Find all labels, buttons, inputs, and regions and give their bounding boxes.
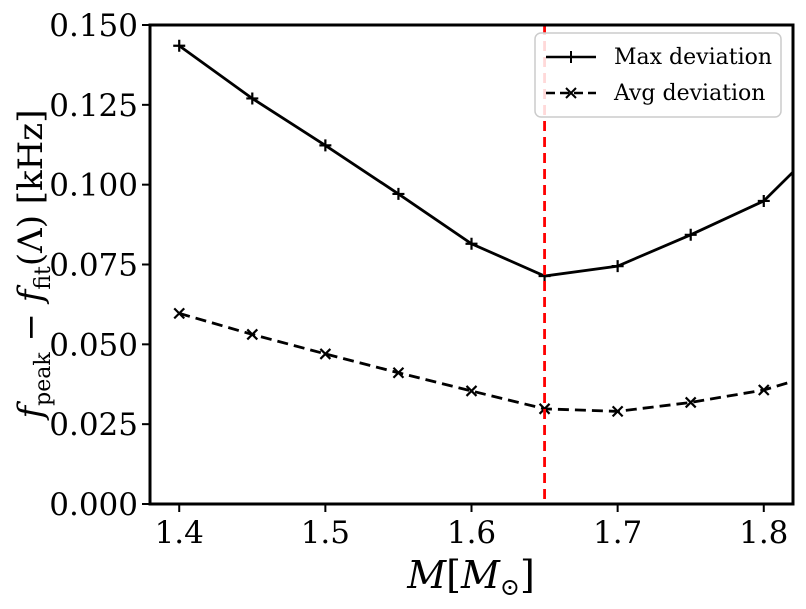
x-tick-label: 1.8 xyxy=(739,515,788,551)
y-tick-label: 0.125 xyxy=(49,88,138,124)
x-tick-label: 1.7 xyxy=(593,515,642,551)
series-line-avg xyxy=(178,312,793,413)
data-point-avg xyxy=(611,405,624,418)
legend-label-avg: Avg deviation xyxy=(613,81,765,106)
data-point-avg xyxy=(246,328,259,341)
x-tick-label: 1.4 xyxy=(155,515,204,551)
y-tick-label: 0.025 xyxy=(49,407,138,443)
x-axis-label: M[M⊙] xyxy=(406,553,535,601)
legend-box xyxy=(534,32,782,118)
y-tick-label: 0.000 xyxy=(49,487,138,523)
data-point-max xyxy=(465,237,478,250)
data-point-avg xyxy=(465,385,478,397)
ticks: 1.4 1.5 1.6 1.7 1.8 0.000 0.025 0.050 0.075 0.100… xyxy=(49,8,788,551)
data-point-avg xyxy=(319,348,332,360)
y-tick-label: 0.050 xyxy=(49,327,138,363)
data-point-avg xyxy=(173,307,186,320)
legend-marker-avg xyxy=(565,87,577,99)
x-tick-label: 1.5 xyxy=(301,515,350,551)
series-line-max xyxy=(178,44,793,278)
data-point-max xyxy=(611,260,624,273)
legend: Max deviation Avg deviation xyxy=(534,32,782,118)
data-point-max xyxy=(392,187,405,200)
y-tick-label: 0.100 xyxy=(49,168,138,204)
data-point-avg xyxy=(684,396,697,409)
y-tick-label: 0.150 xyxy=(49,8,138,44)
data-point-max xyxy=(684,228,697,241)
legend-label-max: Max deviation xyxy=(614,45,772,70)
y-tick-label: 0.075 xyxy=(49,248,138,284)
legend-marker-max xyxy=(565,51,577,63)
data-point-avg xyxy=(538,403,551,415)
x-tick-label: 1.6 xyxy=(447,515,496,551)
data-point-max xyxy=(319,139,332,152)
data-point-avg xyxy=(757,384,770,396)
data-point-max xyxy=(173,39,186,52)
data-point-max xyxy=(246,92,259,105)
y-axis-label: fpeak − ffit(Λ) [kHz] xyxy=(11,110,56,422)
data-point-avg xyxy=(392,366,405,379)
plot-area xyxy=(173,25,793,504)
data-point-max xyxy=(757,194,770,207)
